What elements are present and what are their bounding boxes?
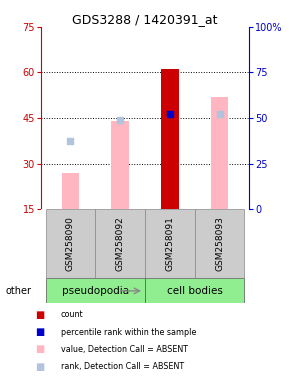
Text: count: count — [61, 310, 84, 319]
Text: value, Detection Call = ABSENT: value, Detection Call = ABSENT — [61, 345, 188, 354]
Bar — [166, 70, 174, 209]
Text: GSM258092: GSM258092 — [116, 217, 125, 271]
Text: other: other — [6, 286, 32, 296]
Text: rank, Detection Call = ABSENT: rank, Detection Call = ABSENT — [61, 362, 184, 371]
Bar — [46, 209, 95, 278]
Text: percentile rank within the sample: percentile rank within the sample — [61, 328, 196, 337]
Text: GSM258093: GSM258093 — [215, 217, 224, 271]
Point — [217, 111, 222, 117]
Bar — [145, 209, 195, 278]
Title: GDS3288 / 1420391_at: GDS3288 / 1420391_at — [72, 13, 218, 26]
Text: ■: ■ — [35, 344, 44, 354]
Bar — [46, 278, 145, 303]
Text: GSM258091: GSM258091 — [165, 217, 174, 271]
Bar — [62, 173, 79, 209]
Bar — [161, 70, 179, 209]
Point — [68, 138, 73, 144]
Point — [118, 116, 122, 122]
Bar — [145, 278, 244, 303]
Text: cell bodies: cell bodies — [167, 286, 223, 296]
Bar — [111, 121, 129, 209]
Bar — [211, 97, 228, 209]
Text: ■: ■ — [35, 327, 44, 337]
Text: ■: ■ — [35, 362, 44, 372]
Text: pseudopodia: pseudopodia — [62, 286, 129, 296]
Point — [168, 111, 172, 117]
Bar — [195, 209, 244, 278]
Bar — [95, 209, 145, 278]
Text: GSM258090: GSM258090 — [66, 217, 75, 271]
Text: ■: ■ — [35, 310, 44, 320]
